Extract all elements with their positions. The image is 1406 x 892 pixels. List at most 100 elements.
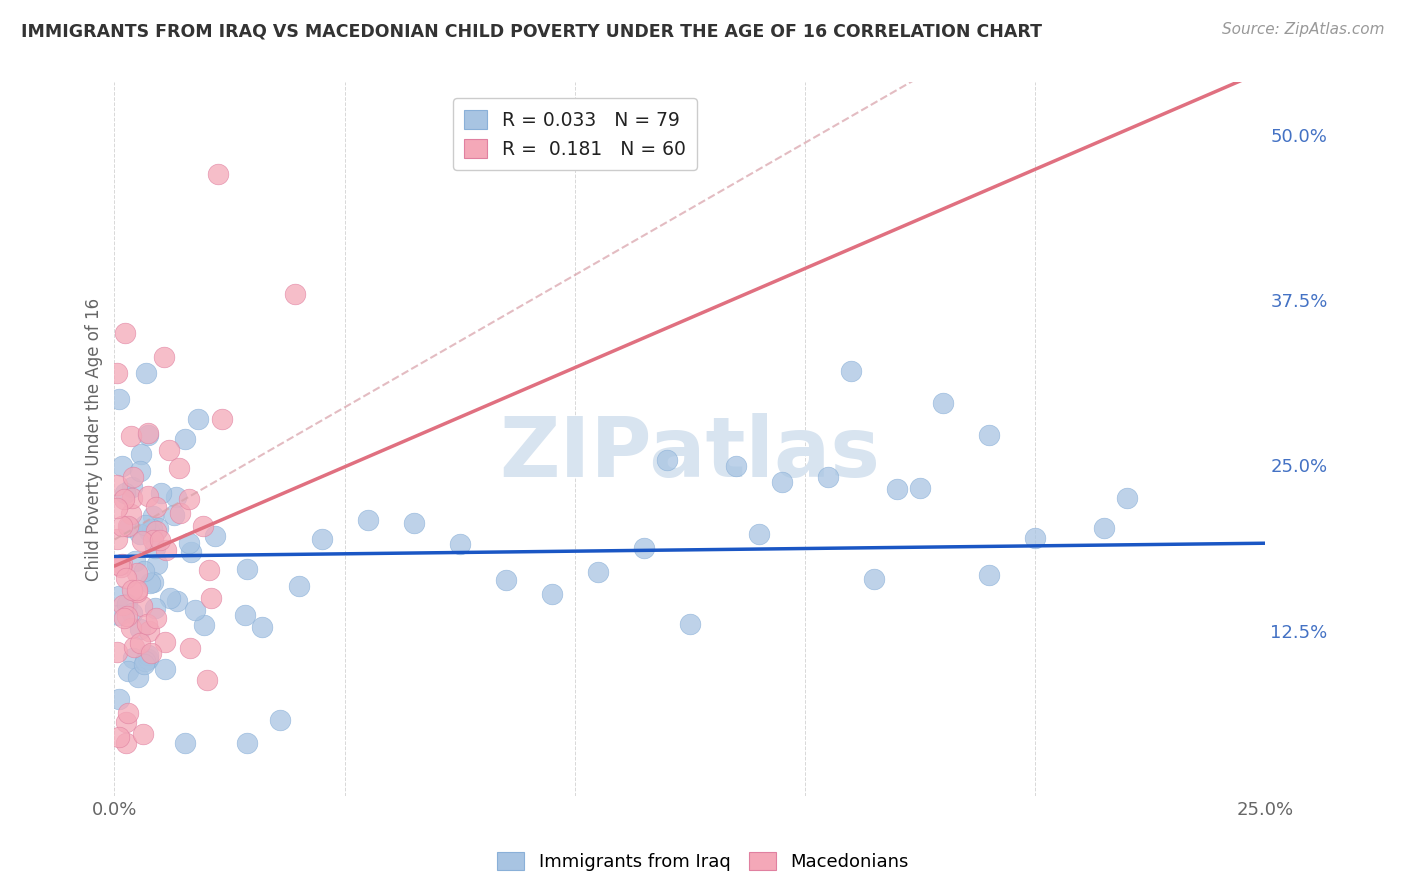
Macedonians xyxy=(105,532,128,546)
Immigrants from Iraq xyxy=(180,545,202,559)
Macedonians xyxy=(153,635,176,649)
Macedonians xyxy=(117,519,139,533)
Macedonians xyxy=(131,727,153,741)
Immigrants from Iraq xyxy=(1092,521,1115,535)
Immigrants from Iraq xyxy=(111,458,134,473)
Immigrants from Iraq xyxy=(166,594,188,608)
Macedonians xyxy=(120,507,142,521)
Macedonians xyxy=(110,559,132,574)
Immigrants from Iraq xyxy=(150,485,173,500)
Immigrants from Iraq xyxy=(108,691,131,706)
Macedonians xyxy=(107,558,129,572)
Macedonians xyxy=(136,425,159,440)
Macedonians xyxy=(114,326,136,341)
Macedonians xyxy=(105,501,128,516)
Text: IMMIGRANTS FROM IRAQ VS MACEDONIAN CHILD POVERTY UNDER THE AGE OF 16 CORRELATION: IMMIGRANTS FROM IRAQ VS MACEDONIAN CHILD… xyxy=(21,22,1042,40)
Immigrants from Iraq xyxy=(108,392,131,407)
Immigrants from Iraq xyxy=(118,520,141,534)
Immigrants from Iraq xyxy=(177,536,200,550)
Macedonians xyxy=(138,489,160,503)
Immigrants from Iraq xyxy=(142,574,165,589)
Macedonians xyxy=(111,518,134,533)
Immigrants from Iraq xyxy=(122,651,145,665)
Macedonians xyxy=(129,635,152,649)
Immigrants from Iraq xyxy=(143,601,166,615)
Macedonians xyxy=(131,534,153,549)
Immigrants from Iraq xyxy=(233,607,256,622)
Immigrants from Iraq xyxy=(863,573,886,587)
Immigrants from Iraq xyxy=(136,652,159,666)
Macedonians xyxy=(131,599,153,613)
Macedonians xyxy=(105,645,128,659)
Immigrants from Iraq xyxy=(173,736,195,750)
Macedonians xyxy=(121,491,143,506)
Macedonians xyxy=(111,598,134,612)
Macedonians xyxy=(135,617,157,632)
Immigrants from Iraq xyxy=(108,589,131,603)
Immigrants from Iraq xyxy=(129,527,152,541)
Macedonians xyxy=(145,524,167,539)
Immigrants from Iraq xyxy=(148,521,170,535)
Immigrants from Iraq xyxy=(236,736,259,750)
Macedonians xyxy=(141,647,163,661)
Immigrants from Iraq xyxy=(540,587,562,601)
Macedonians xyxy=(121,583,143,598)
Macedonians xyxy=(112,610,135,624)
Immigrants from Iraq xyxy=(633,541,655,556)
Immigrants from Iraq xyxy=(136,428,159,442)
Immigrants from Iraq xyxy=(184,603,207,617)
Macedonians xyxy=(111,558,134,572)
Macedonians xyxy=(105,477,128,491)
Macedonians xyxy=(138,624,160,639)
Immigrants from Iraq xyxy=(115,597,138,611)
Macedonians xyxy=(177,491,200,506)
Immigrants from Iraq xyxy=(724,458,747,473)
Macedonians xyxy=(120,428,142,442)
Immigrants from Iraq xyxy=(193,618,215,632)
Immigrants from Iraq xyxy=(748,527,770,541)
Macedonians xyxy=(200,591,222,605)
Macedonians xyxy=(115,571,138,585)
Immigrants from Iraq xyxy=(117,664,139,678)
Macedonians xyxy=(115,609,138,624)
Immigrants from Iraq xyxy=(159,591,181,606)
Immigrants from Iraq xyxy=(402,516,425,530)
Immigrants from Iraq xyxy=(1116,491,1139,505)
Macedonians xyxy=(115,714,138,729)
Immigrants from Iraq xyxy=(132,564,155,578)
Immigrants from Iraq xyxy=(495,573,517,587)
Macedonians xyxy=(193,519,215,533)
Macedonians xyxy=(195,673,218,687)
Macedonians xyxy=(155,543,177,558)
Immigrants from Iraq xyxy=(134,654,156,668)
Immigrants from Iraq xyxy=(129,464,152,478)
Text: Source: ZipAtlas.com: Source: ZipAtlas.com xyxy=(1222,22,1385,37)
Macedonians xyxy=(125,584,148,599)
Immigrants from Iraq xyxy=(586,565,609,579)
Immigrants from Iraq xyxy=(143,541,166,556)
Y-axis label: Child Poverty Under the Age of 16: Child Poverty Under the Age of 16 xyxy=(86,297,103,581)
Immigrants from Iraq xyxy=(236,562,259,576)
Immigrants from Iraq xyxy=(146,557,169,571)
Immigrants from Iraq xyxy=(932,396,955,410)
Immigrants from Iraq xyxy=(138,648,160,663)
Immigrants from Iraq xyxy=(141,522,163,536)
Immigrants from Iraq xyxy=(128,622,150,636)
Macedonians xyxy=(197,563,219,577)
Immigrants from Iraq xyxy=(817,470,839,484)
Immigrants from Iraq xyxy=(839,364,862,378)
Macedonians xyxy=(169,461,191,475)
Text: ZIPatlas: ZIPatlas xyxy=(499,413,880,494)
Macedonians xyxy=(149,533,172,547)
Macedonians xyxy=(105,366,128,380)
Immigrants from Iraq xyxy=(269,714,291,728)
Macedonians xyxy=(211,412,233,426)
Macedonians xyxy=(124,640,146,654)
Macedonians xyxy=(127,582,149,597)
Immigrants from Iraq xyxy=(121,607,143,621)
Immigrants from Iraq xyxy=(135,366,157,380)
Immigrants from Iraq xyxy=(108,607,131,622)
Immigrants from Iraq xyxy=(252,620,274,634)
Immigrants from Iraq xyxy=(1024,531,1046,545)
Macedonians xyxy=(157,442,180,457)
